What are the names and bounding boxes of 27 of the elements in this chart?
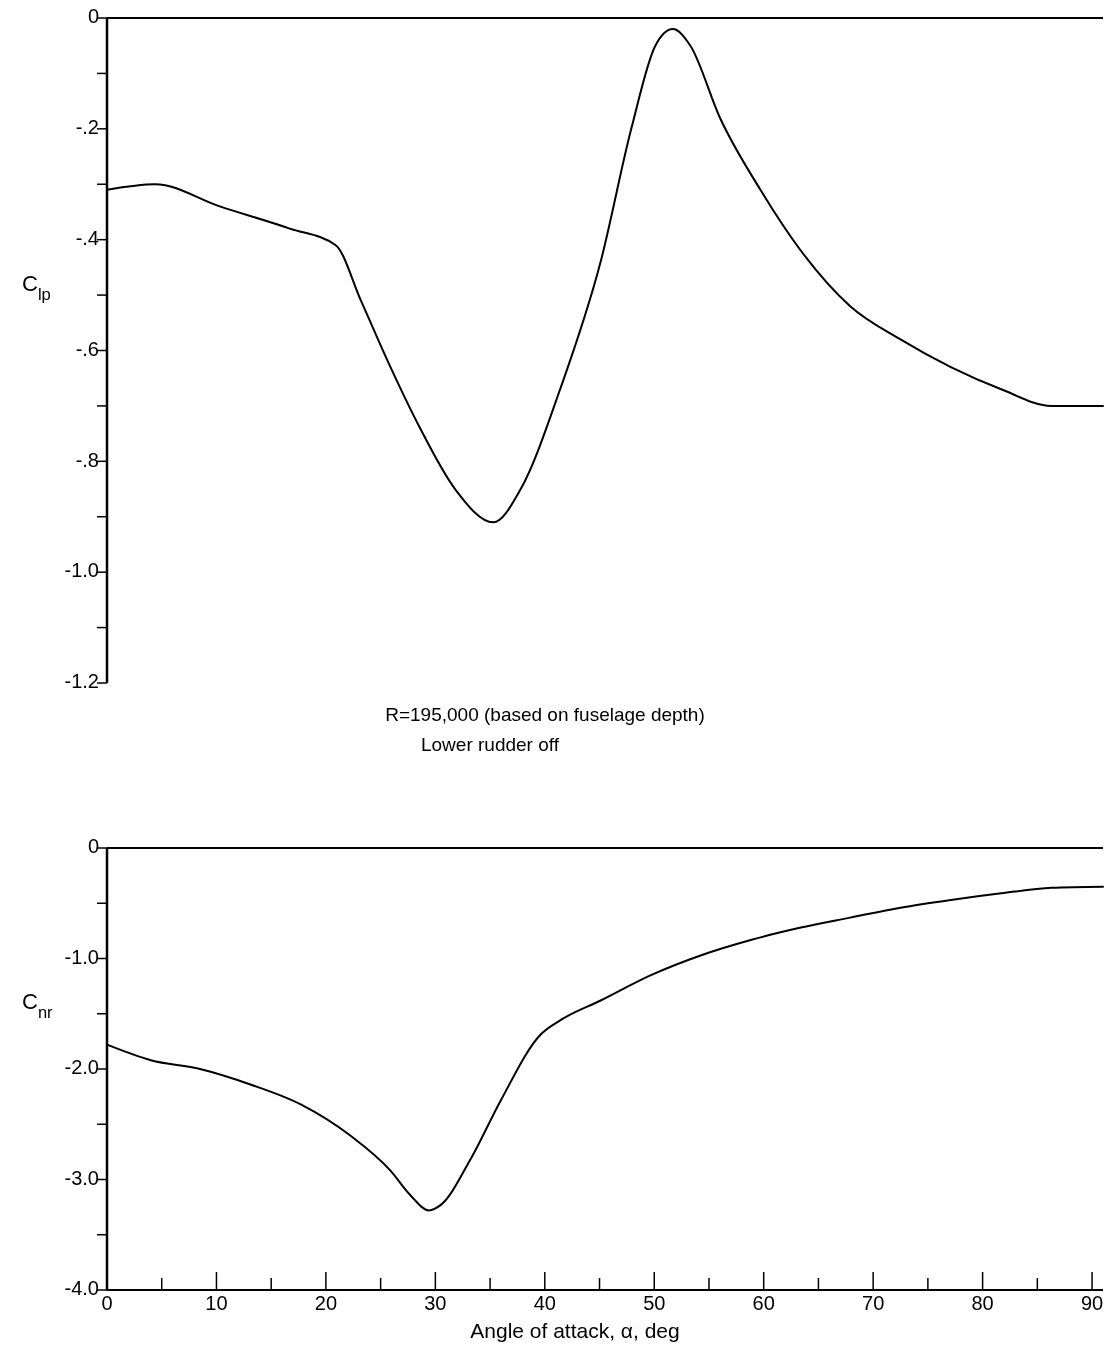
y-tick-label: -1.0 bbox=[64, 559, 99, 582]
y-tick-label: -.8 bbox=[75, 448, 99, 471]
y-tick-label: -1.0 bbox=[64, 945, 99, 968]
y-tick-label: 0 bbox=[87, 835, 99, 858]
y-axis-title: C$_{nr}$ bbox=[22, 989, 54, 1021]
y-tick-label: -3.0 bbox=[64, 1166, 99, 1189]
y-tick-label: -4.0 bbox=[64, 1277, 99, 1300]
x-tick-label: 20 bbox=[314, 1292, 338, 1314]
y-tick-label: -.6 bbox=[75, 337, 99, 360]
y-tick-label: -.4 bbox=[75, 226, 99, 249]
y-tick-label: -2.0 bbox=[64, 1056, 99, 1079]
x-tick-label: 70 bbox=[862, 1292, 885, 1314]
x-tick-label: 0 bbox=[101, 1292, 113, 1314]
y-axis-title: C$_{lp}$ bbox=[22, 270, 51, 303]
x-tick-label: 10 bbox=[205, 1292, 228, 1314]
x-tick-label: 40 bbox=[533, 1292, 556, 1314]
y-tick-label: 0 bbox=[87, 5, 99, 28]
x-tick-label: 50 bbox=[643, 1292, 666, 1314]
x-tick-label: 30 bbox=[424, 1292, 447, 1314]
x-tick-label: 90 bbox=[1080, 1292, 1104, 1314]
y-tick-label: -1.2 bbox=[64, 670, 99, 693]
x-tick-label: 80 bbox=[971, 1292, 994, 1314]
x-axis-title: Angle of attack, α, deg bbox=[470, 1319, 680, 1342]
y-tick-label: -.2 bbox=[75, 116, 99, 139]
text: Lower rudder off bbox=[420, 734, 560, 755]
text: R=195,000 (based on fuselage depth) bbox=[385, 704, 705, 725]
x-tick-label: 60 bbox=[752, 1292, 775, 1314]
